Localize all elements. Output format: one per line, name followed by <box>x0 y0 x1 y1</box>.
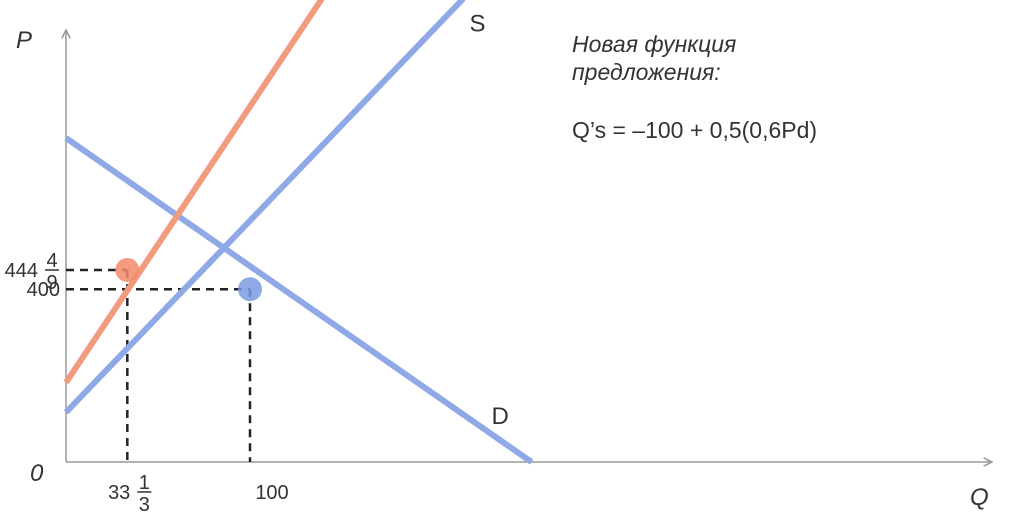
y-axis-title: P <box>16 27 32 54</box>
x-tick-0-denominator: 3 <box>139 494 150 516</box>
new-supply-equation: Q’s = –100 + 0,5(0,6Pd) <box>572 117 818 143</box>
equilibrium-point-0 <box>115 258 140 283</box>
x-tick-1: 100 <box>255 482 288 504</box>
curve-label-s: S <box>469 10 485 37</box>
supply-function-note: Новая функция предложения: Q’s = –100 + … <box>572 30 817 144</box>
y-tick-0: 444 49 <box>5 250 59 294</box>
equilibrium-point-1 <box>238 277 262 302</box>
y-tick-0-denominator: 9 <box>46 272 57 294</box>
x-tick-0-numerator: 1 <box>139 472 150 494</box>
origin-label: 0 <box>30 460 44 487</box>
curve-label-d: D <box>492 403 509 430</box>
y-tick-1-whole: 400 <box>27 279 60 301</box>
curve-s-prime <box>63 0 325 385</box>
y-tick-0-numerator: 4 <box>46 250 57 272</box>
x-tick-0: 33 13 <box>108 472 152 516</box>
y-tick-0-whole: 444 <box>5 260 38 282</box>
note-title: Новая функция предложения: <box>572 31 737 85</box>
curve-d <box>64 135 534 465</box>
x-tick-0-whole: 33 <box>108 482 130 504</box>
y-tick-1: 400 <box>27 279 60 301</box>
x-axis-title: Q <box>970 484 989 511</box>
curve-s <box>63 0 466 415</box>
